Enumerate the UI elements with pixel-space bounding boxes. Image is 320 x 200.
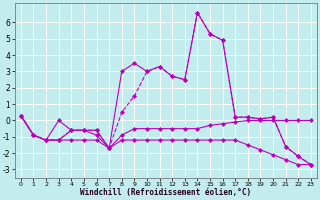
X-axis label: Windchill (Refroidissement éolien,°C): Windchill (Refroidissement éolien,°C) [80, 188, 252, 197]
